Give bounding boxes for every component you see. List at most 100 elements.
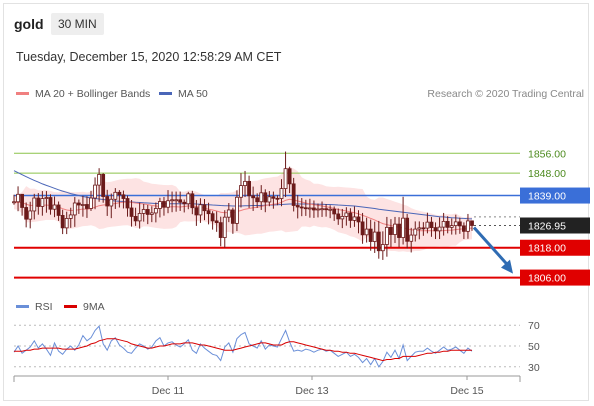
candle-body — [470, 220, 474, 226]
candle — [12, 194, 16, 205]
candle-body — [40, 198, 45, 207]
level-label-1856.00: 1856.00 — [528, 148, 566, 160]
candle — [137, 202, 142, 229]
candle — [344, 207, 349, 226]
legend-rsi-label: RSI — [35, 301, 53, 313]
candle-body — [425, 221, 430, 229]
candle-body — [441, 220, 446, 228]
candle — [149, 206, 154, 223]
candle-body — [210, 213, 215, 222]
candle-body — [247, 180, 251, 197]
candle-body — [316, 208, 320, 211]
candle-body — [413, 228, 418, 236]
candle-body — [158, 201, 162, 209]
candle-body — [117, 191, 122, 196]
candle — [28, 201, 33, 229]
candle — [340, 208, 345, 229]
rsi-line — [13, 325, 473, 368]
candle — [312, 200, 316, 218]
candle — [48, 194, 53, 215]
level-label-1848.00: 1848.00 — [528, 168, 566, 180]
level-tag-box — [520, 269, 590, 286]
candle-body — [166, 200, 170, 208]
legend-9ma: 9MA — [64, 301, 105, 313]
candle — [105, 189, 110, 216]
candle — [117, 190, 122, 208]
legend-ma20-label: MA 20 + Bollinger Bands — [35, 88, 151, 100]
candle — [287, 166, 292, 194]
candle-body — [344, 212, 349, 217]
candle-body — [279, 188, 284, 199]
level-tag-1806.00: 1806.00 — [520, 269, 590, 286]
legend-ma20-swatch — [16, 91, 29, 95]
candle — [307, 198, 312, 218]
candle — [251, 186, 256, 211]
candle-body — [348, 212, 353, 221]
candle-body — [93, 184, 97, 199]
legend-ma50-swatch — [159, 91, 172, 95]
candle — [64, 211, 69, 235]
candle — [20, 193, 25, 216]
candle-body — [48, 197, 53, 210]
candle — [441, 212, 446, 236]
candle — [380, 231, 385, 260]
legend-rsi: RSI — [16, 301, 53, 313]
candle — [166, 190, 170, 214]
legend-ma20: MA 20 + Bollinger Bands — [16, 88, 150, 100]
candle — [324, 203, 328, 217]
candle-body — [60, 215, 65, 229]
candle — [32, 193, 37, 220]
candle — [295, 195, 300, 219]
candle — [89, 190, 93, 211]
candle — [425, 212, 430, 234]
candle-body — [461, 225, 466, 232]
last-price-tag: 1826.95 — [520, 217, 590, 234]
legend-rsi-swatch — [16, 304, 29, 308]
candle — [299, 198, 304, 217]
candle — [401, 196, 405, 245]
candle — [372, 221, 377, 253]
candle-body — [52, 204, 57, 210]
candle-body — [364, 228, 369, 236]
candle — [360, 212, 365, 244]
candle — [60, 209, 65, 235]
candle — [44, 191, 49, 213]
candle-body — [421, 227, 426, 230]
candle — [85, 196, 89, 218]
candle-body — [299, 206, 304, 209]
candle-body — [162, 201, 166, 208]
candle — [409, 227, 414, 253]
candle-body — [198, 204, 203, 216]
candle — [178, 191, 183, 211]
candle — [376, 220, 381, 259]
candle-body — [81, 204, 85, 206]
candle — [336, 208, 341, 225]
candle — [303, 199, 308, 216]
candle-body — [239, 185, 243, 198]
candle-body — [372, 231, 377, 242]
candle — [449, 218, 454, 235]
candle-body — [206, 210, 211, 215]
candle-body — [149, 212, 154, 215]
candle-body — [263, 192, 268, 203]
projection-arrow-shaft — [472, 226, 512, 269]
candle — [145, 204, 150, 225]
candle-body — [271, 196, 276, 199]
candle-body — [153, 208, 158, 214]
candle — [68, 207, 73, 228]
candle-body — [340, 216, 345, 220]
candle-body — [85, 204, 89, 209]
candle — [259, 185, 264, 210]
candle-body — [129, 207, 134, 217]
level-tag-1839.00: 1839.00 — [520, 187, 590, 204]
candle-body — [101, 174, 106, 197]
candle — [174, 191, 179, 212]
candle — [279, 179, 284, 207]
candle — [222, 210, 227, 248]
candle — [445, 216, 450, 234]
timeframe-badge[interactable]: 30 MIN — [51, 13, 104, 35]
candle — [429, 216, 434, 237]
candle — [433, 222, 438, 240]
x-tick-label: Dec 13 — [295, 385, 328, 397]
candle-body — [291, 183, 296, 206]
